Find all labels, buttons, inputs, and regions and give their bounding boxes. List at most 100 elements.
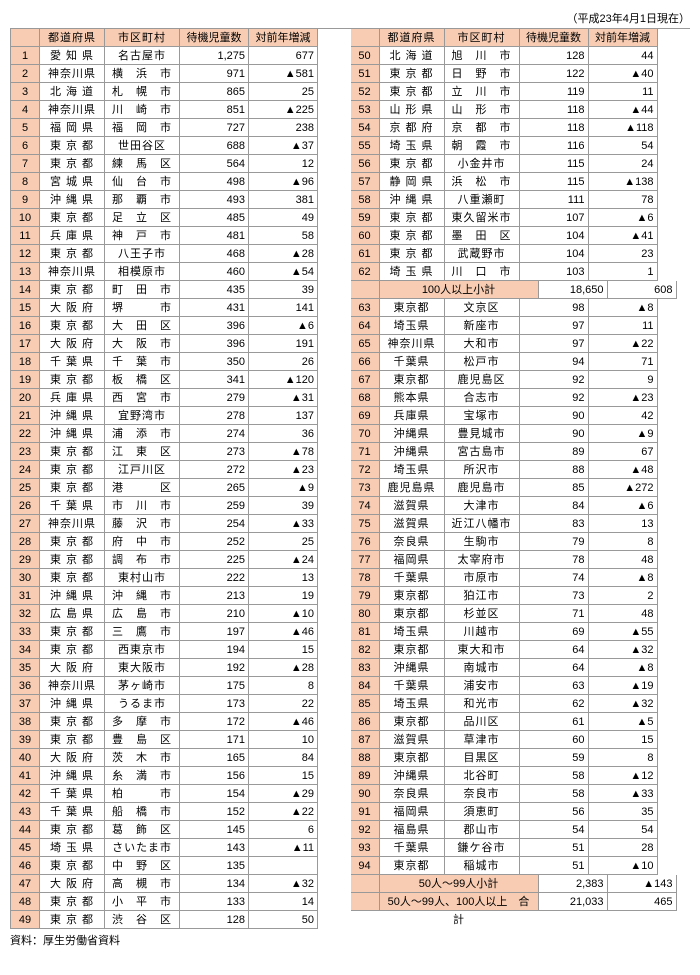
table-row: 80 東京都 杉並区 71 48 xyxy=(351,605,691,623)
table-row: 71 沖縄県 宮古島市 89 67 xyxy=(351,443,691,461)
table-row: 16 東 京 都 大 田 区 396 ▲6 xyxy=(11,317,351,335)
table-row: 36 神奈川県 茅ヶ崎市 175 8 xyxy=(11,677,351,695)
table-row: 64 埼玉県 新座市 97 11 xyxy=(351,317,691,335)
table-row: 91 福岡県 須恵町 56 35 xyxy=(351,803,691,821)
table-row: 23 東 京 都 江 東 区 273 ▲78 xyxy=(11,443,351,461)
table-row: 38 東 京 都 多 摩 市 172 ▲46 xyxy=(11,713,351,731)
table-header: 都道府県 市区町村 待機児童数 対前年増減 xyxy=(11,29,351,47)
table-row: 69 兵庫県 宝塚市 90 42 xyxy=(351,407,691,425)
table-row: 4 神奈川県 川 崎 市 851 ▲225 xyxy=(11,101,351,119)
table-wrap: 都道府県 市区町村 待機児童数 対前年増減 1 愛 知 県 名古屋市 1,275… xyxy=(10,28,690,929)
table-row: 45 埼 玉 県 さいたま市 143 ▲11 xyxy=(11,839,351,857)
table-row: 68 熊本県 合志市 92 ▲23 xyxy=(351,389,691,407)
table-row: 72 埼玉県 所沢市 88 ▲48 xyxy=(351,461,691,479)
table-row: 34 東 京 都 西東京市 194 15 xyxy=(11,641,351,659)
table-row: 42 千 葉 県 柏 市 154 ▲29 xyxy=(11,785,351,803)
table-row: 60 東 京 都 墨 田 区 104 ▲41 xyxy=(351,227,691,245)
table-row: 39 東 京 都 豊 島 区 171 10 xyxy=(11,731,351,749)
table-row: 51 東 京 都 日 野 市 122 ▲40 xyxy=(351,65,691,83)
table-row: 86 東京都 品川区 61 ▲5 xyxy=(351,713,691,731)
table-row: 81 埼玉県 川越市 69 ▲55 xyxy=(351,623,691,641)
table-row: 66 千葉県 松戸市 94 71 xyxy=(351,353,691,371)
table-row: 26 千 葉 県 市 川 市 259 39 xyxy=(11,497,351,515)
table-row: 20 兵 庫 県 西 宮 市 279 ▲31 xyxy=(11,389,351,407)
subtotal-row: 100人以上小計 18,650 608 xyxy=(351,281,691,299)
table-row: 5 福 岡 県 福 岡 市 727 238 xyxy=(11,119,351,137)
table-row: 47 大 阪 府 高 槻 市 134 ▲32 xyxy=(11,875,351,893)
table-row: 63 東京都 文京区 98 ▲8 xyxy=(351,299,691,317)
table-row: 44 東 京 都 葛 飾 区 145 6 xyxy=(11,821,351,839)
table-row: 27 神奈川県 藤 沢 市 254 ▲33 xyxy=(11,515,351,533)
table-row: 59 東 京 都 東久留米市 107 ▲6 xyxy=(351,209,691,227)
table-row: 73 鹿児島県 鹿児島市 85 ▲272 xyxy=(351,479,691,497)
table-row: 58 沖 縄 県 八重瀬町 111 78 xyxy=(351,191,691,209)
table-row: 18 千 葉 県 千 葉 市 350 26 xyxy=(11,353,351,371)
table-row: 54 京 都 府 京 都 市 118 ▲118 xyxy=(351,119,691,137)
table-row: 32 広 島 県 広 島 市 210 ▲10 xyxy=(11,605,351,623)
table-left: 都道府県 市区町村 待機児童数 対前年増減 1 愛 知 県 名古屋市 1,275… xyxy=(11,29,351,929)
table-row: 75 滋賀県 近江八幡市 83 13 xyxy=(351,515,691,533)
table-row: 92 福島県 郡山市 54 54 xyxy=(351,821,691,839)
table-row: 17 大 阪 府 大 阪 市 396 191 xyxy=(11,335,351,353)
table-row: 1 愛 知 県 名古屋市 1,275 677 xyxy=(11,47,351,65)
subtotal-row: 50人～99人、100人以上 合計 21,033 465 xyxy=(351,893,691,911)
table-row: 6 東 京 都 世田谷区 688 ▲37 xyxy=(11,137,351,155)
table-row: 77 福岡県 太宰府市 78 48 xyxy=(351,551,691,569)
table-row: 56 東 京 都 小金井市 115 24 xyxy=(351,155,691,173)
table-row: 3 北 海 道 札 幌 市 865 25 xyxy=(11,83,351,101)
table-row: 13 神奈川県 相模原市 460 ▲54 xyxy=(11,263,351,281)
table-row: 48 東 京 都 小 平 市 133 14 xyxy=(11,893,351,911)
table-row: 74 滋賀県 大津市 84 ▲6 xyxy=(351,497,691,515)
subtotal-row: 50人～99人小計 2,383 ▲143 xyxy=(351,875,691,893)
table-row: 37 沖 縄 県 うるま市 173 22 xyxy=(11,695,351,713)
table-row: 7 東 京 都 練 馬 区 564 12 xyxy=(11,155,351,173)
table-row: 93 千葉県 鎌ケ谷市 51 28 xyxy=(351,839,691,857)
table-row: 28 東 京 都 府 中 市 252 25 xyxy=(11,533,351,551)
table-row: 24 東 京 都 江戸川区 272 ▲23 xyxy=(11,461,351,479)
table-row: 57 静 岡 県 浜 松 市 115 ▲138 xyxy=(351,173,691,191)
table-row: 33 東 京 都 三 鷹 市 197 ▲46 xyxy=(11,623,351,641)
table-row: 84 千葉県 浦安市 63 ▲19 xyxy=(351,677,691,695)
table-row: 79 東京都 狛江市 73 2 xyxy=(351,587,691,605)
table-row: 89 沖縄県 北谷町 58 ▲12 xyxy=(351,767,691,785)
table-row: 15 大 阪 府 堺 市 431 141 xyxy=(11,299,351,317)
table-row: 65 神奈川県 大和市 97 ▲22 xyxy=(351,335,691,353)
table-row: 2 神奈川県 横 浜 市 971 ▲581 xyxy=(11,65,351,83)
table-row: 83 沖縄県 南城市 64 ▲8 xyxy=(351,659,691,677)
table-row: 46 東 京 都 中 野 区 135 xyxy=(11,857,351,875)
table-row: 35 大 阪 府 東大阪市 192 ▲28 xyxy=(11,659,351,677)
table-row: 14 東 京 都 町 田 市 435 39 xyxy=(11,281,351,299)
table-row: 90 奈良県 奈良市 58 ▲33 xyxy=(351,785,691,803)
table-row: 29 東 京 都 調 布 市 225 ▲24 xyxy=(11,551,351,569)
date-note: （平成23年4月1日現在） xyxy=(10,10,690,26)
table-row: 82 東京都 東大和市 64 ▲32 xyxy=(351,641,691,659)
table-row: 76 奈良県 生駒市 79 8 xyxy=(351,533,691,551)
table-row: 21 沖 縄 県 宜野湾市 278 137 xyxy=(11,407,351,425)
table-right: 都道府県 市区町村 待機児童数 対前年増減 50 北 海 道 旭 川 市 128… xyxy=(351,29,691,929)
table-row: 12 東 京 都 八王子市 468 ▲28 xyxy=(11,245,351,263)
table-row: 19 東 京 都 板 橋 区 341 ▲120 xyxy=(11,371,351,389)
table-row: 85 埼玉県 和光市 62 ▲32 xyxy=(351,695,691,713)
table-row: 10 東 京 都 足 立 区 485 49 xyxy=(11,209,351,227)
table-row: 61 東 京 都 武蔵野市 104 23 xyxy=(351,245,691,263)
table-row: 88 東京都 目黒区 59 8 xyxy=(351,749,691,767)
table-row: 40 大 阪 府 茨 木 市 165 84 xyxy=(11,749,351,767)
table-row: 43 千 葉 県 船 橋 市 152 ▲22 xyxy=(11,803,351,821)
source-note: 資料：厚生労働省資料 xyxy=(10,932,690,948)
table-row: 9 沖 縄 県 那 覇 市 493 381 xyxy=(11,191,351,209)
table-row: 53 山 形 県 山 形 市 118 ▲44 xyxy=(351,101,691,119)
table-row: 22 沖 縄 県 浦 添 市 274 36 xyxy=(11,425,351,443)
table-row: 78 千葉県 市原市 74 ▲8 xyxy=(351,569,691,587)
table-row: 70 沖縄県 豊見城市 90 ▲9 xyxy=(351,425,691,443)
table-row: 8 宮 城 県 仙 台 市 498 ▲96 xyxy=(11,173,351,191)
table-row: 49 東 京 都 渋 谷 区 128 50 xyxy=(11,911,351,929)
table-row: 87 滋賀県 草津市 60 15 xyxy=(351,731,691,749)
table-row: 30 東 京 都 東村山市 222 13 xyxy=(11,569,351,587)
table-row: 67 東京都 鹿児島区 92 9 xyxy=(351,371,691,389)
table-header: 都道府県 市区町村 待機児童数 対前年増減 xyxy=(351,29,691,47)
table-row: 62 埼 玉 県 川 口 市 103 1 xyxy=(351,263,691,281)
table-row: 31 沖 縄 県 沖 縄 市 213 19 xyxy=(11,587,351,605)
table-row: 25 東 京 都 港 区 265 ▲9 xyxy=(11,479,351,497)
table-row: 11 兵 庫 県 神 戸 市 481 58 xyxy=(11,227,351,245)
table-row: 41 沖 縄 県 糸 満 市 156 15 xyxy=(11,767,351,785)
